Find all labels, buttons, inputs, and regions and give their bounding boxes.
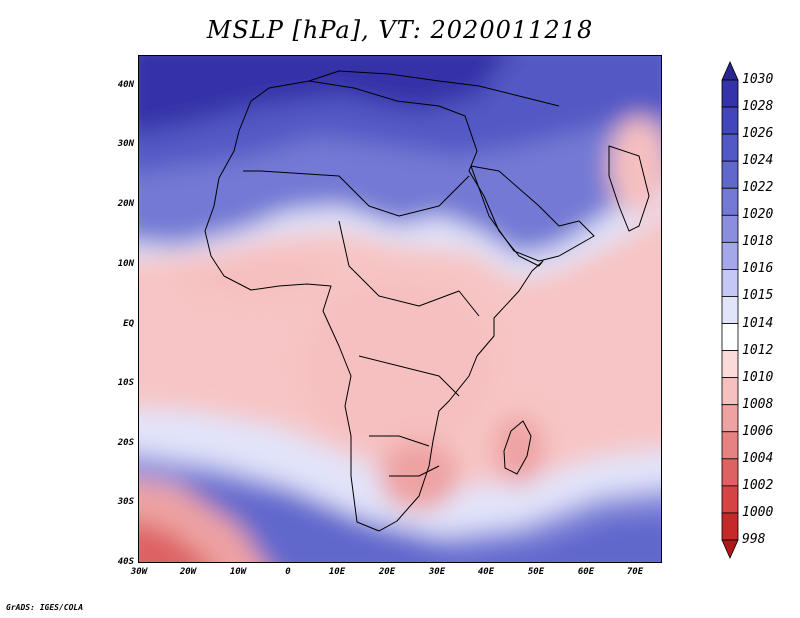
colorbar-swatch [721, 377, 739, 406]
africa-outline [204, 80, 544, 532]
colorbar-swatch [721, 241, 739, 270]
colorbar-swatch [721, 160, 739, 189]
colorbar-swatch [721, 79, 739, 108]
colorbar-label: 998 [742, 531, 766, 547]
colorbar-swatch [721, 458, 739, 487]
lat-label-40n: 40N [117, 80, 134, 90]
lon-label-0: 0 [285, 567, 291, 577]
colorbar-swatch [721, 512, 739, 541]
colorbar: 1030 1028 1026 1024 1022 1020 1018 1016 1015 1014… [718, 60, 798, 560]
colorbar-label: 1015 [742, 288, 774, 304]
colorbar-swatch [721, 485, 739, 514]
colorbar-label: 1014 [742, 315, 774, 331]
lon-label-10w: 10W [229, 567, 247, 577]
lat-label-10n: 10N [117, 259, 134, 269]
colorbar-label: 1018 [742, 234, 774, 250]
madagascar-low [494, 416, 544, 486]
credit-text: GrADS: IGES/COLA [6, 603, 84, 612]
lat-label-20s: 20S [117, 438, 134, 448]
colorbar-label: 1020 [742, 207, 774, 223]
colorbar-label: 1004 [742, 450, 774, 466]
lon-label-70e: 70E [626, 567, 644, 577]
lon-label-40e: 40E [477, 567, 495, 577]
colorbar-label: 1012 [742, 342, 774, 358]
south-transition [139, 407, 661, 536]
sahel-borders [338, 220, 480, 317]
lat-label-10s: 10S [117, 378, 134, 388]
colorbar-swatch [721, 404, 739, 433]
pressure-field [139, 56, 661, 562]
pressure-map [138, 55, 662, 563]
madagascar-outline [503, 420, 532, 475]
colorbar-label: 1016 [742, 261, 774, 277]
north-high-core [139, 56, 506, 133]
colorbar-label: 1022 [742, 180, 774, 196]
lat-label-20n: 20N [117, 199, 134, 209]
colorbar-label: 1002 [742, 477, 774, 493]
colorbar-swatch-bottom [721, 539, 739, 559]
lon-label-60e: 60E [577, 567, 595, 577]
lon-label-20w: 20W [179, 567, 197, 577]
plot-title: MSLP [hPa], VT: 2020011218 [206, 16, 594, 44]
lat-label-30s: 30S [117, 497, 134, 507]
colorbar-label: 1008 [742, 396, 774, 412]
colorbar-label: 1024 [742, 153, 774, 169]
colorbar-swatches [721, 61, 739, 559]
colorbar-label: 1010 [742, 369, 774, 385]
lat-label-30n: 30N [117, 139, 134, 149]
lon-label-30w: 30W [130, 567, 148, 577]
lon-label-50e: 50E [527, 567, 545, 577]
arabian-peninsula [470, 165, 595, 262]
colorbar-swatch [721, 187, 739, 216]
europe-coast [308, 70, 560, 107]
colorbar-label: 1026 [742, 126, 774, 142]
colorbar-label: 1028 [742, 99, 774, 115]
colorbar-swatch [721, 133, 739, 162]
lon-label-10e: 10E [328, 567, 346, 577]
colorbar-swatch [721, 431, 739, 460]
west-africa-low [179, 251, 339, 301]
lat-label-40s: 40S [117, 557, 134, 567]
lon-label-30e: 30E [428, 567, 446, 577]
colorbar-swatch [721, 350, 739, 379]
south-high-core [179, 476, 661, 562]
southern-borders [369, 435, 440, 477]
southwest-low-core [139, 522, 210, 562]
colorbar-swatch-top [721, 61, 739, 81]
colorbar-label: 1006 [742, 423, 774, 439]
colorbar-swatch [721, 106, 739, 135]
lat-label-eq: EQ [123, 319, 134, 329]
colorbar-swatch [721, 269, 739, 297]
colorbar-swatch [721, 214, 739, 243]
colorbar-label: 1000 [742, 504, 774, 520]
colorbar-swatch [721, 323, 739, 351]
colorbar-swatch [721, 296, 739, 324]
central-borders [358, 355, 460, 397]
colorbar-label: 1030 [742, 72, 774, 87]
coastlines [204, 70, 650, 532]
india-outline [608, 145, 650, 232]
sahara-borders [243, 170, 470, 217]
lon-label-20e: 20E [378, 567, 396, 577]
